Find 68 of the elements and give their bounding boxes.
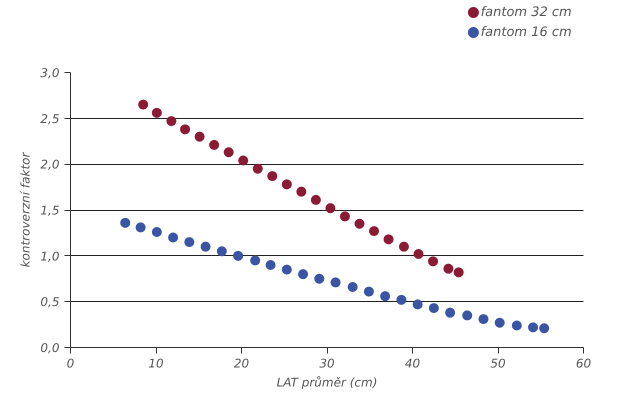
x-axis-title: LAT průměr (cm): [276, 376, 378, 390]
point: [462, 310, 472, 320]
x-tick-label: 60: [576, 356, 592, 370]
point: [348, 282, 358, 292]
point: [454, 267, 464, 278]
point: [296, 186, 306, 197]
point: [180, 124, 190, 134]
point: [314, 274, 324, 284]
point: [282, 179, 292, 190]
point: [200, 242, 211, 252]
point: [364, 286, 374, 297]
point: [250, 255, 260, 266]
x-tick-label: 50: [490, 356, 506, 370]
point: [298, 269, 308, 280]
point: [330, 277, 341, 288]
point: [310, 194, 321, 205]
y-tick-label: 2,5: [40, 112, 60, 126]
y-tick-label: 1,5: [40, 204, 60, 218]
point: [528, 322, 538, 332]
point: [166, 116, 176, 126]
point: [412, 299, 423, 310]
point: [209, 140, 220, 150]
y-tick-label: 0,5: [40, 295, 60, 310]
point: [340, 211, 350, 222]
point: [252, 164, 263, 174]
point: [120, 218, 130, 228]
point: [396, 294, 406, 305]
point: [152, 227, 162, 237]
point: [443, 264, 454, 274]
x-tick-label: 10: [148, 356, 164, 370]
point: [184, 237, 194, 248]
point: [354, 218, 364, 229]
y-axis-title: kontroverzní faktor: [18, 152, 32, 268]
point: [369, 226, 380, 236]
point: [233, 250, 244, 261]
y-tick-label: 2,0: [40, 158, 60, 172]
point: [428, 256, 438, 266]
point: [384, 234, 394, 244]
x-tick-label: 20: [234, 356, 250, 370]
point: [512, 320, 522, 330]
point: [398, 242, 409, 252]
legend-label: fantom 32 cm: [480, 5, 572, 20]
point: [428, 303, 439, 314]
x-tick-label: 0: [66, 356, 75, 370]
point: [194, 132, 205, 142]
y-tick-label: 3,0: [40, 66, 60, 80]
point: [413, 249, 424, 259]
point: [138, 100, 148, 110]
y-tick-label: 1,0: [40, 249, 60, 264]
point: [168, 232, 178, 242]
point: [380, 291, 390, 302]
x-tick-label: 40: [404, 356, 420, 370]
point: [224, 147, 234, 158]
x-tick-label: 30: [319, 356, 335, 370]
point: [445, 308, 456, 318]
point: [136, 222, 146, 232]
point: [267, 171, 278, 182]
point: [494, 318, 505, 328]
point: [325, 203, 336, 214]
point: [216, 246, 227, 256]
point: [152, 108, 162, 118]
point: [282, 264, 292, 275]
point: [238, 156, 248, 166]
y-tick-label: 0,0: [40, 341, 60, 355]
point: [266, 260, 276, 270]
point: [478, 314, 488, 324]
point: [539, 323, 550, 334]
legend-label: fantom 16 cm: [480, 25, 572, 40]
